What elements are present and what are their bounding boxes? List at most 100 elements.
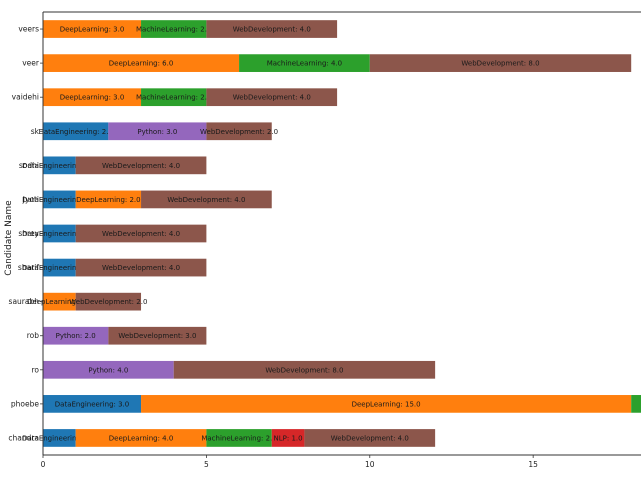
x-tick-label: 0 (41, 460, 46, 469)
segment-label: WebDevelopment: 4.0 (233, 94, 311, 102)
bar-vaidehi: DeepLearning: 3.0 MachineLearning: 2.0 Web… (43, 88, 338, 107)
segment-label: DeepLearning: 2.0 (76, 196, 141, 204)
bar-veers: DeepLearning: 3.0 MachineLearning: 2.0 Web… (43, 20, 338, 38)
segment-label: DataEngineering: 2.0 (38, 128, 112, 136)
segment-label: WebDevelopment: 2.0 (200, 128, 278, 136)
segment-label: WebDevelopment: 4.0 (233, 26, 311, 34)
segment-label: DeepLearning: 6.0 (109, 60, 174, 68)
segment-label: DataEngineering: 3.0 (55, 400, 129, 408)
bar-segment-chandra-deeplearning (75, 429, 207, 447)
bar-segment-sodhi-dataengineering (43, 156, 76, 175)
segment-label: DataEngineering: 1.0 (22, 230, 96, 238)
bar-sk: DataEngineering: 2.0 Python: 3.0 WebDevelo… (38, 122, 278, 141)
segment-label: NLP: 1.0 (274, 434, 303, 442)
y-tick-label: ro (31, 365, 39, 374)
bar-segment-saurabh-webdevelopment (75, 292, 142, 311)
bar-rob: Python: 2.0 WebDevelopment: 3.0 (43, 326, 207, 345)
bar-segment-chandra-webdevelopment (304, 429, 436, 447)
bar-shrey: DataEngineering: 1.0 WebDevelopment: 4.0 (22, 224, 207, 243)
bar-segment-Jyoti-deeplearning (75, 190, 142, 209)
segment-label: WebDevelopment: 4.0 (167, 196, 245, 204)
bar-phoebe: DataEngineering: 3.0 DeepLearning: 15.0 (43, 395, 641, 413)
bar-ro: Python: 4.0 WebDevelopment: 8.0 (43, 360, 436, 379)
bar-segment-veer-deeplearning (43, 54, 240, 72)
bar-segment-veer-webdevelopment (369, 54, 632, 72)
segment-label: WebDevelopment: 8.0 (461, 60, 539, 68)
bar-segment-sharif-dataengineering (43, 258, 76, 277)
segment-label: WebDevelopment: 4.0 (102, 162, 180, 170)
bar-segment-ro-python (43, 360, 174, 379)
y-tick-label: Jyoti (22, 195, 39, 204)
bar-segment-phoebe-machinelearning (631, 395, 641, 413)
y-tick-label: chandra (8, 433, 39, 442)
segment-label: DeepLearning: 3.0 (60, 94, 125, 102)
y-tick-label: sk (31, 127, 40, 136)
bar-segment-sk-webdevelopment (206, 122, 272, 141)
bar-segment-phoebe-deeplearning (141, 395, 632, 413)
y-tick-label: saurabh (9, 297, 40, 306)
axes-layer: veers veer vaidehi sk sodhi Jyoti shrey sharif s… (8, 11, 641, 469)
y-axis-title: Candidate Name (4, 200, 14, 276)
bar-segment-shrey-dataengineering (43, 224, 76, 243)
segment-label: WebDevelopment: 3.0 (118, 332, 196, 340)
segment-label: Python: 3.0 (137, 128, 177, 136)
segment-label: DataEngineering: 1.0 (22, 434, 96, 442)
bar-chandra: DataEngineering: 1.0 DeepLearning: 4.0 Mac… (22, 429, 436, 447)
y-tick-label: phoebe (11, 399, 39, 408)
segment-label: DeepLearning: 3.0 (60, 26, 125, 34)
bar-segment-shrey-webdevelopment (75, 224, 207, 243)
bar-segment-sk-dataengineering (43, 122, 109, 141)
y-tick-label: sodhi (19, 161, 39, 170)
bar-segment-vaidehi-webdevelopment (206, 88, 338, 107)
y-tick-label: veers (18, 25, 39, 34)
segment-label: DeepLearning: 15.0 (352, 400, 421, 408)
bar-segment-chandra-dataengineering (43, 429, 76, 447)
segment-label: DeepLearning: 4.0 (109, 434, 174, 442)
bar-segment-sk-python (108, 122, 207, 141)
bar-segment-Jyoti-dataengineering (43, 190, 76, 209)
segment-label: DataEngineering: 1.0 (22, 264, 96, 272)
segment-label: WebDevelopment: 4.0 (102, 264, 180, 272)
segment-label: WebDevelopment: 4.0 (331, 434, 409, 442)
bar-segment-veer-machinelearning (239, 54, 370, 72)
bar-segment-veers-deeplearning (43, 20, 142, 38)
bar-segment-sharif-webdevelopment (75, 258, 207, 277)
bar-segment-veers-machinelearning (141, 20, 207, 38)
bar-sodhi: DataEngineering: 1.0 WebDevelopment: 4.0 (22, 156, 207, 175)
bars-layer: DeepLearning: 3.0 MachineLearning: 2.0 Web… (22, 20, 641, 447)
bar-segment-vaidehi-machinelearning (141, 88, 207, 107)
bar-segment-saurabh-deeplearning (43, 292, 76, 311)
bar-segment-rob-webdevelopment (108, 326, 207, 345)
segment-label: DataEngineering: 1.0 (22, 196, 96, 204)
segment-label: DeepLearning: 1.0 (27, 298, 92, 306)
y-tick-label: vaidehi (12, 93, 39, 102)
y-tick-label: rob (27, 331, 40, 340)
segment-label: MachineLearning: 2.0 (136, 26, 211, 34)
segment-label: Python: 4.0 (88, 366, 128, 374)
x-tick-label: 15 (528, 460, 538, 469)
x-tick-label: 5 (204, 460, 209, 469)
bar-segment-rob-python (43, 326, 109, 345)
segment-label: WebDevelopment: 4.0 (102, 230, 180, 238)
segment-label: MachineLearning: 4.0 (267, 60, 342, 68)
bar-segment-chandra-machinelearning (206, 429, 272, 447)
bar-segment-chandra-nlp (271, 429, 305, 447)
y-tick-label: sharif (18, 263, 39, 272)
segment-label: WebDevelopment: 8.0 (265, 366, 343, 374)
segment-label: MachineLearning: 2.0 (136, 94, 211, 102)
segment-label: WebDevelopment: 2.0 (69, 298, 147, 306)
x-tick-label: 10 (365, 460, 375, 469)
bar-segment-phoebe-dataengineering (43, 395, 142, 413)
bar-segment-ro-webdevelopment (173, 360, 436, 379)
bar-segment-sodhi-webdevelopment (75, 156, 207, 175)
bar-sharif: DataEngineering: 1.0 WebDevelopment: 4.0 (22, 258, 207, 277)
y-tick-label: shrey (18, 229, 39, 238)
bar-segment-veers-webdevelopment (206, 20, 338, 38)
bar-segment-vaidehi-deeplearning (43, 88, 142, 107)
bar-veer: DeepLearning: 6.0 MachineLearning: 4.0 Web… (43, 54, 632, 72)
y-tick-label: veer (22, 59, 40, 68)
segment-label: DataEngineering: 1.0 (22, 162, 96, 170)
